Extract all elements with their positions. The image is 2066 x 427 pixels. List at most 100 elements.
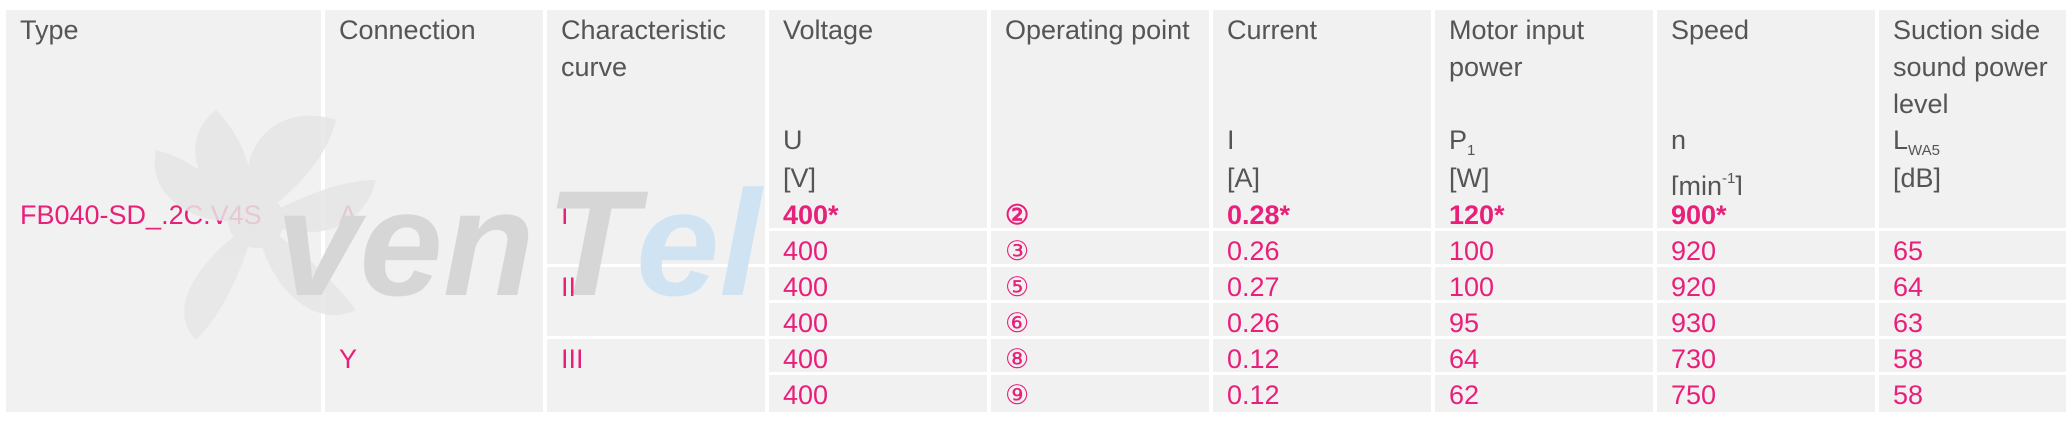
row-2-point: ③ xyxy=(1005,236,1030,266)
row-1-current-cell: 0.28* xyxy=(1213,195,1431,231)
row-1-power: 120* xyxy=(1449,200,1505,230)
row-1-current: 0.28* xyxy=(1227,200,1291,230)
row-5-speed-cell: 730 xyxy=(1657,339,1875,375)
row-2-speed-cell: 920 xyxy=(1657,231,1875,267)
header-sound-unit: [dB] xyxy=(1893,163,1942,193)
type-cell: FB040-SD_.2C.V4S xyxy=(6,195,321,412)
curve-3: III xyxy=(561,344,584,374)
curve-cell-1: I xyxy=(547,195,765,267)
connection-cell-y: Y xyxy=(325,339,543,412)
row-2-power-cell: 100 xyxy=(1435,231,1653,267)
row-5-sound-cell: 58 xyxy=(1879,339,2066,375)
row-5-power-cell: 64 xyxy=(1435,339,1653,375)
row-4-current: 0.26 xyxy=(1227,308,1280,338)
row-3-current: 0.27 xyxy=(1227,272,1280,302)
row-6-current: 0.12 xyxy=(1227,380,1280,410)
row-2-voltage-cell: 400 xyxy=(769,231,987,267)
header-speed: Speed n [min-1] xyxy=(1657,10,1875,201)
header-power-symbol-sub: 1 xyxy=(1467,142,1476,159)
row-1-point: ② xyxy=(1005,200,1030,230)
row-5-current: 0.12 xyxy=(1227,344,1280,374)
connection-y: Y xyxy=(339,344,358,374)
row-1-sound-cell xyxy=(1879,195,2066,231)
header-current-title: Current xyxy=(1227,15,1318,45)
row-5-point-cell: ⑧ xyxy=(991,339,1209,375)
header-operating-point-title: Operating point xyxy=(1005,15,1190,45)
fan-spec-table: Type Connection Characteristic curve Vol… xyxy=(6,10,2066,418)
row-6-power-cell: 62 xyxy=(1435,375,1653,412)
type-value: FB040-SD_.2C.V4S xyxy=(20,200,262,230)
connection-cell-delta: Δ xyxy=(325,195,543,339)
table-grid: Type Connection Characteristic curve Vol… xyxy=(6,10,2066,418)
header-sound-symbol-sub: WA5 xyxy=(1908,142,1940,159)
row-4-power: 95 xyxy=(1449,308,1480,338)
header-speed-symbol: n xyxy=(1671,125,1687,155)
row-1-speed: 900* xyxy=(1671,200,1727,230)
row-6-sound-cell: 58 xyxy=(1879,375,2066,412)
row-3-point-cell: ⑤ xyxy=(991,267,1209,303)
curve-1: I xyxy=(561,200,569,230)
speed-unit-exp: -1 xyxy=(1722,170,1736,187)
row-3-sound: 64 xyxy=(1893,272,1924,302)
row-6-voltage-cell: 400 xyxy=(769,375,987,412)
row-5-voltage: 400 xyxy=(783,344,829,374)
row-1-point-cell: ② xyxy=(991,195,1209,231)
row-3-current-cell: 0.27 xyxy=(1213,267,1431,303)
row-4-speed-cell: 930 xyxy=(1657,303,1875,339)
row-6-speed-cell: 750 xyxy=(1657,375,1875,412)
row-4-speed: 930 xyxy=(1671,308,1717,338)
row-5-voltage-cell: 400 xyxy=(769,339,987,375)
row-1-power-cell: 120* xyxy=(1435,195,1653,231)
row-4-voltage-cell: 400 xyxy=(769,303,987,339)
row-2-sound: 65 xyxy=(1893,236,1924,266)
row-2-current-cell: 0.26 xyxy=(1213,231,1431,267)
row-6-voltage: 400 xyxy=(783,380,829,410)
header-sound-symbol: LWA5 xyxy=(1893,122,1940,169)
header-curve-title: Characteristic curve xyxy=(561,15,727,82)
row-5-power: 64 xyxy=(1449,344,1480,374)
header-voltage: Voltage U [V] xyxy=(769,10,987,195)
curve-cell-3: III xyxy=(547,339,765,412)
row-4-current-cell: 0.26 xyxy=(1213,303,1431,339)
row-1-speed-cell: 900* xyxy=(1657,195,1875,231)
row-4-sound-cell: 63 xyxy=(1879,303,2066,339)
header-curve: Characteristic curve xyxy=(547,10,765,195)
row-1-voltage: 400* xyxy=(783,200,839,230)
header-sound-title: Suction side sound power level xyxy=(1893,15,2048,119)
header-power-unit: [W] xyxy=(1449,163,1490,193)
row-6-current-cell: 0.12 xyxy=(1213,375,1431,412)
row-6-speed: 750 xyxy=(1671,380,1717,410)
curve-cell-2: II xyxy=(547,267,765,339)
row-6-point-cell: ⑨ xyxy=(991,375,1209,412)
curve-2: II xyxy=(561,272,577,302)
header-type: Type xyxy=(6,10,321,195)
header-connection: Connection xyxy=(325,10,543,195)
row-4-voltage: 400 xyxy=(783,308,829,338)
header-operating-point: Operating point xyxy=(991,10,1209,195)
header-sound: Suction side sound power level LWA5 [dB] xyxy=(1879,10,2066,195)
row-3-power: 100 xyxy=(1449,272,1495,302)
header-power: Motor input power P1 [W] xyxy=(1435,10,1653,195)
row-3-power-cell: 100 xyxy=(1435,267,1653,303)
row-3-voltage-cell: 400 xyxy=(769,267,987,303)
row-3-speed: 920 xyxy=(1671,272,1717,302)
header-current: Current I [A] xyxy=(1213,10,1431,195)
row-5-speed: 730 xyxy=(1671,344,1717,374)
row-3-voltage: 400 xyxy=(783,272,829,302)
row-2-current: 0.26 xyxy=(1227,236,1280,266)
row-6-point: ⑨ xyxy=(1005,380,1030,410)
row-6-sound: 58 xyxy=(1893,380,1924,410)
header-voltage-unit: [V] xyxy=(783,163,817,193)
row-3-point: ⑤ xyxy=(1005,272,1030,302)
row-6-power: 62 xyxy=(1449,380,1480,410)
row-4-point-cell: ⑥ xyxy=(991,303,1209,339)
row-3-speed-cell: 920 xyxy=(1657,267,1875,303)
row-3-sound-cell: 64 xyxy=(1879,267,2066,303)
row-2-voltage: 400 xyxy=(783,236,829,266)
header-power-symbol: P1 xyxy=(1449,122,1475,169)
header-connection-title: Connection xyxy=(339,15,476,45)
header-speed-title: Speed xyxy=(1671,15,1750,45)
header-voltage-title: Voltage xyxy=(783,15,874,45)
header-type-title: Type xyxy=(20,15,79,45)
header-current-unit: [A] xyxy=(1227,163,1261,193)
